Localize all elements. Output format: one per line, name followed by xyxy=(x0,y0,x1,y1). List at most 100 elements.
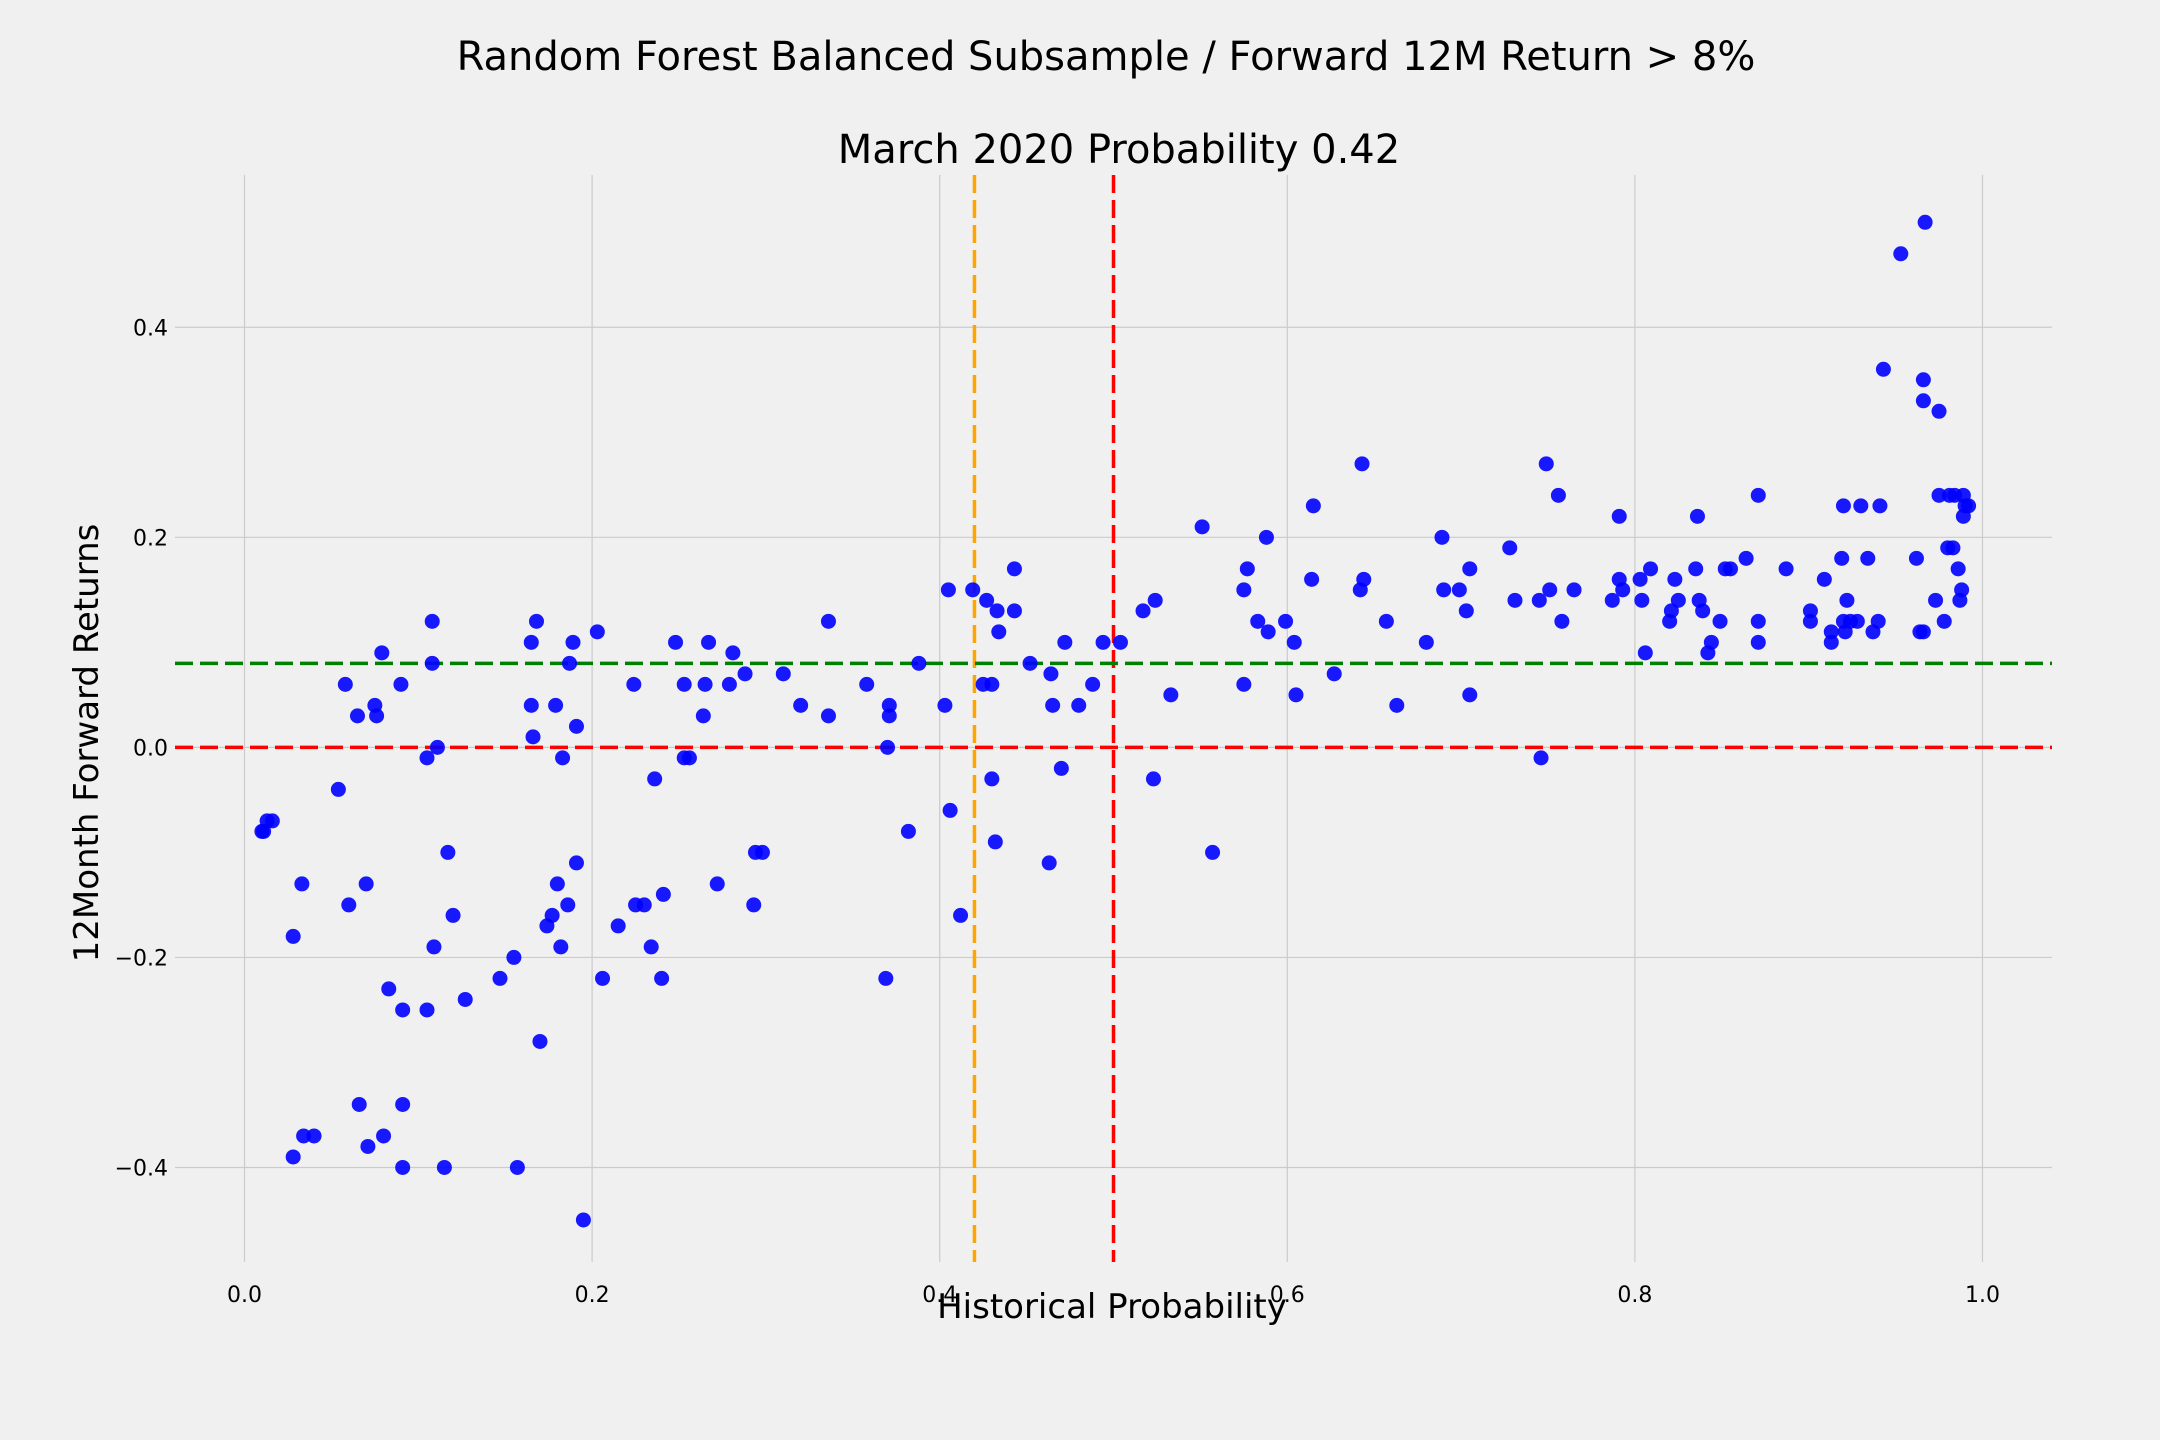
scatter-point xyxy=(1853,498,1869,514)
scatter-point xyxy=(1875,361,1891,377)
scatter-point xyxy=(1006,561,1022,577)
scatter-point xyxy=(1434,529,1450,545)
scatter-point xyxy=(492,970,508,986)
chart-subtitle: March 2020 Probability 0.42 xyxy=(838,127,1400,173)
scatter-point xyxy=(445,907,461,923)
scatter-point xyxy=(878,970,894,986)
scatter-point xyxy=(341,897,357,913)
scatter-point xyxy=(1057,634,1073,650)
scatter-point xyxy=(859,676,875,692)
y-tick-label: 0.4 xyxy=(133,316,168,341)
scatter-point xyxy=(1689,508,1705,524)
scatter-point xyxy=(725,645,741,661)
scatter-point xyxy=(1451,582,1467,598)
scatter-point xyxy=(1915,624,1931,640)
scatter-point xyxy=(544,907,560,923)
scatter-point xyxy=(1643,561,1659,577)
scatter-point xyxy=(1278,613,1294,629)
scatter-point xyxy=(643,939,659,955)
scatter-point xyxy=(1802,603,1818,619)
scatter-point xyxy=(555,750,571,766)
scatter-point xyxy=(1849,613,1865,629)
scatter-point xyxy=(880,739,896,755)
scatter-point xyxy=(1834,550,1850,566)
scatter-point xyxy=(709,876,725,892)
scatter-point xyxy=(1145,771,1161,787)
scatter-point xyxy=(820,613,836,629)
scatter-point xyxy=(1304,571,1320,587)
scatter-point xyxy=(1611,508,1627,524)
scatter-point xyxy=(1778,561,1794,577)
scatter-point xyxy=(509,1159,525,1175)
scatter-point xyxy=(565,634,581,650)
scatter-point xyxy=(1378,613,1394,629)
y-axis-label: 12Month Forward Returns xyxy=(67,524,107,963)
scatter-point xyxy=(506,949,522,965)
scatter-point xyxy=(1667,571,1683,587)
scatter-point xyxy=(1326,666,1342,682)
scatter-point xyxy=(1703,634,1719,650)
scatter-point xyxy=(1112,634,1128,650)
scatter-point xyxy=(1936,613,1952,629)
scatter-point xyxy=(1462,687,1478,703)
scatter-point xyxy=(1533,750,1549,766)
scatter-point xyxy=(1839,592,1855,608)
scatter-point xyxy=(610,918,626,934)
scatter-point xyxy=(349,708,365,724)
scatter-point xyxy=(1835,498,1851,514)
scatter-point xyxy=(1239,561,1255,577)
scatter-point xyxy=(528,613,544,629)
scatter-point xyxy=(1615,582,1631,598)
scatter-point xyxy=(1722,561,1738,577)
scatter-point xyxy=(548,697,564,713)
scatter-point xyxy=(1286,634,1302,650)
scatter-point xyxy=(1750,613,1766,629)
scatter-point xyxy=(523,634,539,650)
scatter-point xyxy=(568,718,584,734)
scatter-point xyxy=(1258,529,1274,545)
scatter-point xyxy=(676,676,692,692)
scatter-point xyxy=(1945,540,1961,556)
scatter-point xyxy=(1542,582,1558,598)
scatter-point xyxy=(296,1128,312,1144)
scatter-point xyxy=(1458,603,1474,619)
scatter-point xyxy=(1356,571,1372,587)
scatter-point xyxy=(1507,592,1523,608)
scatter-point xyxy=(1750,634,1766,650)
scatter-point xyxy=(395,1159,411,1175)
scatter-point xyxy=(1816,571,1832,587)
scatter-point xyxy=(1712,613,1728,629)
scatter-point xyxy=(1823,624,1839,640)
scatter-point xyxy=(1872,498,1888,514)
scatter-point xyxy=(1750,487,1766,503)
scatter-point xyxy=(436,1159,452,1175)
scatter-point xyxy=(697,676,713,692)
scatter-point xyxy=(1071,697,1087,713)
scatter-point xyxy=(1043,666,1059,682)
scatter-point xyxy=(376,1128,392,1144)
scatter-point xyxy=(989,603,1005,619)
scatter-point xyxy=(754,844,770,860)
chart-title: Random Forest Balanced Subsample / Forwa… xyxy=(457,34,1756,80)
scatter-point xyxy=(1436,582,1452,598)
scatter-point xyxy=(991,624,1007,640)
scatter-point xyxy=(369,708,385,724)
scatter-point xyxy=(1502,540,1518,556)
scatter-point xyxy=(1670,592,1686,608)
y-tick-label: −0.4 xyxy=(115,1156,168,1181)
scatter-point xyxy=(419,750,435,766)
scatter-point xyxy=(1637,645,1653,661)
scatter-point xyxy=(1634,592,1650,608)
scatter-point xyxy=(1260,624,1276,640)
scatter-point xyxy=(953,907,969,923)
scatter-point xyxy=(1163,687,1179,703)
scatter-point xyxy=(911,655,927,671)
scatter-point xyxy=(1915,372,1931,388)
scatter-point xyxy=(1893,246,1909,262)
scatter-point xyxy=(381,981,397,997)
scatter-point xyxy=(424,613,440,629)
scatter-point xyxy=(668,634,684,650)
scatter-point xyxy=(1870,613,1886,629)
scatter-point xyxy=(1462,561,1478,577)
scatter-point xyxy=(595,970,611,986)
